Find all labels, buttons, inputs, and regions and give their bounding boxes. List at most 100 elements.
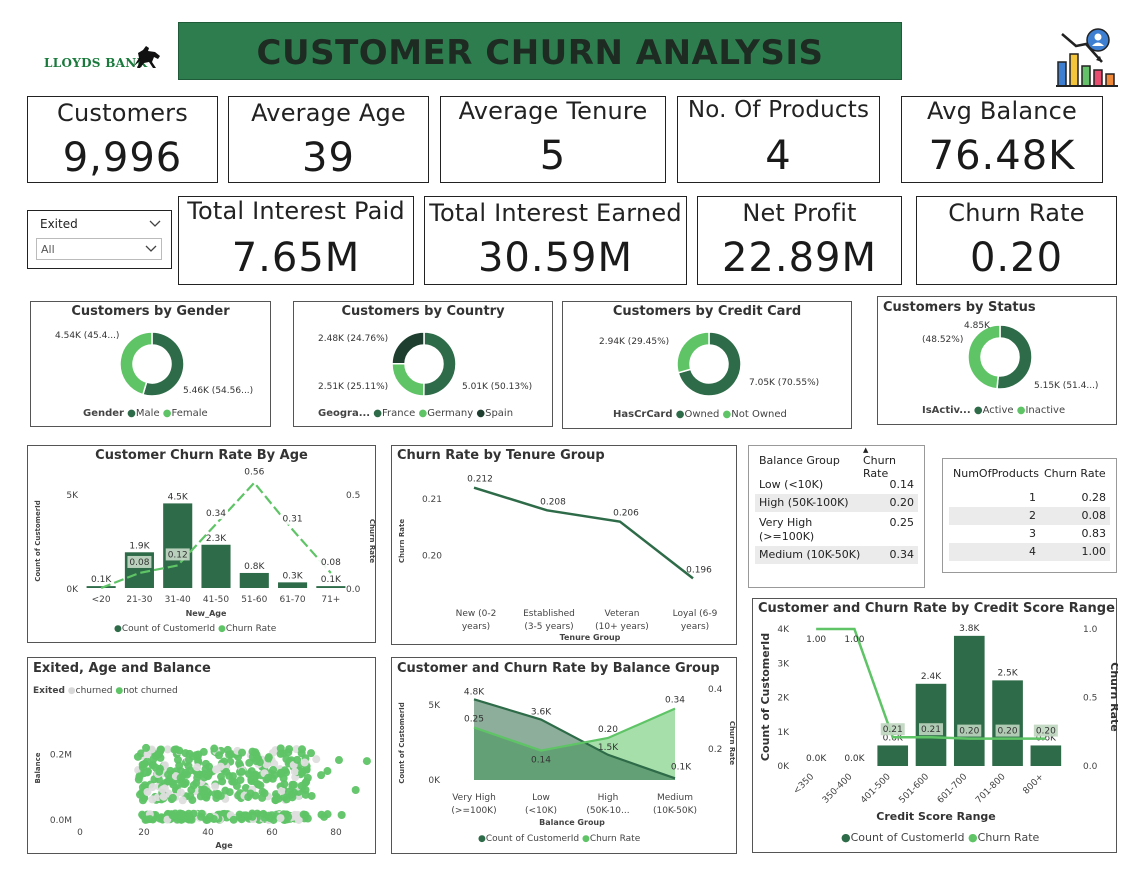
scatter-point	[223, 745, 232, 754]
legend-title: IsActiv...	[922, 405, 971, 416]
scatter-point	[155, 767, 164, 776]
scatter-point	[270, 759, 279, 768]
donut-label-b: 7.05K (70.55%)	[749, 378, 820, 388]
donut-slice	[996, 324, 1033, 390]
kpi-label: Churn Rate	[948, 199, 1085, 227]
kpi-value: 5	[539, 133, 567, 179]
column-header[interactable]: Churn Rate	[863, 454, 896, 480]
column-header[interactable]: Balance Group	[759, 454, 840, 467]
legend-item: Count of CustomerId	[850, 831, 965, 844]
slicer-dropdown[interactable]: All	[36, 238, 162, 260]
x-tick: 61-70	[279, 595, 305, 605]
table-header: Balance Group	[759, 454, 840, 467]
page-title: CUSTOMER CHURN ANALYSIS	[256, 33, 824, 73]
table-cell: 0.28	[1081, 491, 1107, 504]
table-row: 2 0.08	[949, 507, 1110, 525]
scatter-point	[297, 781, 306, 790]
table-cell: 0.83	[1081, 527, 1107, 540]
scatter-point	[202, 787, 211, 796]
column-header[interactable]: Churn Rate	[1044, 467, 1106, 480]
bar	[278, 582, 308, 588]
sort-icon: ▲	[863, 446, 869, 454]
kpi-value: 22.89M	[721, 235, 878, 281]
chart-title: Customer and Churn Rate by Balance Group	[397, 661, 720, 676]
slicer-value: All	[41, 243, 55, 256]
scatter-point	[276, 814, 285, 823]
line-label: 0.08	[321, 558, 341, 568]
table-cell: 3	[1029, 527, 1036, 540]
scatter-point	[137, 749, 146, 758]
x-tick: (3-5 years)	[524, 622, 573, 632]
bar	[239, 572, 269, 588]
donut-chart	[119, 331, 185, 397]
scatter-point	[197, 809, 206, 818]
legend-item: churned	[75, 686, 113, 696]
scatter-point	[218, 777, 227, 786]
x-tick: Low	[532, 793, 550, 803]
donut-panel-country: Customers by Country 2.48K (24.76%) 2.51…	[293, 301, 553, 427]
legend: IsActiv... ●Active ●Inactive	[922, 405, 1066, 416]
scatter-point	[317, 810, 326, 819]
y2-tick: 0.2	[708, 745, 722, 755]
scatter-point	[307, 749, 316, 758]
kpi-value: 7.65M	[231, 235, 361, 281]
data-label: 1.5K	[598, 743, 619, 753]
scatter-point	[189, 781, 198, 790]
legend-title: HasCrCard	[613, 409, 673, 420]
kpi-value: 4	[765, 133, 792, 179]
legend-item: Female	[171, 408, 208, 419]
y-tick: 0K	[66, 585, 79, 595]
kpi-no-of-products: No. Of Products 4	[677, 96, 880, 183]
chart-title: Customers by Status	[883, 300, 1036, 315]
x-tick: New (0-2	[456, 609, 497, 619]
line-label-bg	[957, 724, 982, 737]
column-header[interactable]: NumOfProducts	[953, 467, 1039, 480]
legend-item: Germany	[427, 408, 474, 419]
scatter-point	[276, 769, 285, 778]
y-tick: 3K	[777, 659, 790, 669]
line-label-bg	[165, 548, 190, 561]
x-axis-label: Credit Score Range	[876, 810, 995, 823]
scatter-point	[290, 767, 299, 776]
table-cell: 1.00	[1081, 545, 1107, 558]
donut-chart	[391, 331, 457, 397]
data-label: 0.212	[467, 475, 493, 485]
scatter-point	[249, 772, 258, 781]
legend: HasCrCard ●Owned ●Not Owned	[613, 409, 787, 420]
kpi-net-profit: Net Profit 22.89M	[697, 196, 902, 285]
y2-tick: 0.0	[1083, 762, 1098, 772]
legend-item: Churn Rate	[589, 834, 641, 844]
scatter-point	[168, 793, 177, 802]
legend-item: Churn Rate	[977, 831, 1040, 844]
scatter-point	[264, 773, 273, 782]
scatter-point	[143, 750, 152, 759]
donut-label-a: 4.54K (45.4...)	[55, 331, 120, 341]
legend-item: France	[382, 408, 416, 419]
legend-title: Gender	[83, 408, 124, 419]
x-tick: 20	[138, 828, 150, 838]
line-label: 0.12	[168, 550, 188, 560]
tenure-line-chart: 0.21 0.20 Churn Rate Tenure Group 0.212 New (…	[398, 475, 718, 642]
kpi-label: Total Interest Paid	[187, 197, 405, 225]
x-tick: 51-60	[241, 595, 267, 605]
bank-name: LLOYDS BANK	[44, 56, 148, 70]
count-line	[473, 698, 676, 780]
legend: Gender ●Male ●Female	[83, 408, 208, 419]
kpi-value: 76.48K	[928, 133, 1076, 179]
chevron-down-icon[interactable]	[149, 219, 161, 229]
scatter-panel: Exited, Age and Balance Exited ●churned …	[27, 657, 376, 854]
scatter-point	[241, 783, 250, 792]
kpi-label: Net Profit	[742, 199, 857, 227]
scatter-point	[164, 770, 173, 779]
scatter-point	[323, 767, 332, 776]
y-axis-label: Count of CustomerId	[34, 500, 42, 582]
scatter-point	[277, 786, 286, 795]
x-tick: 501-600	[897, 772, 931, 806]
scatter-point	[211, 782, 220, 791]
legend-item: Not Owned	[731, 409, 787, 420]
table-cell: 1	[1029, 491, 1036, 504]
scatter-point	[186, 792, 195, 801]
exited-slicer: Exited All	[27, 210, 172, 269]
x-tick: 40	[202, 828, 214, 838]
x-tick: 31-40	[165, 595, 191, 605]
